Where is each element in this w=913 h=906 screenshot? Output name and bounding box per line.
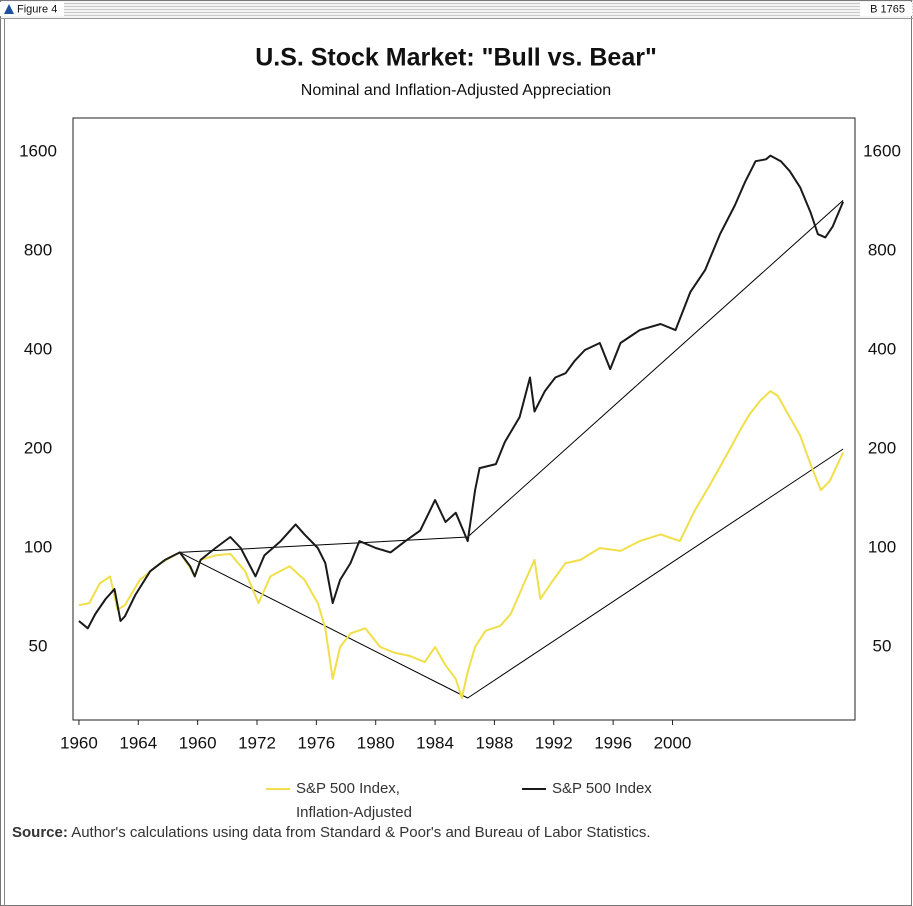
- x-tick-label: 1964: [119, 733, 157, 752]
- y-tick-label: 200: [24, 439, 52, 458]
- y-tick-label: 1600: [19, 141, 57, 160]
- legend-entry: S&P 500 Index, Inflation-Adjusted: [266, 777, 446, 825]
- legend-swatch: [266, 788, 290, 790]
- x-tick-label: 1976: [297, 733, 335, 752]
- plot-area: [72, 117, 856, 721]
- x-tick-label: 1980: [357, 733, 395, 752]
- x-tick-label: 1984: [416, 733, 454, 752]
- x-tick-label: 1992: [535, 733, 573, 752]
- y2-tick-label: 800: [868, 240, 896, 259]
- trend-line: [179, 200, 844, 553]
- series-line: [78, 154, 845, 630]
- y-tick-label: 800: [24, 240, 52, 259]
- x-tick-label: 1960: [60, 733, 98, 752]
- legend-label: S&P 500 Index: [552, 780, 652, 797]
- legend-label: S&P 500 Index, Inflation-Adjusted: [296, 780, 412, 821]
- x-tick-label: 1960: [179, 733, 217, 752]
- trend-line: [179, 448, 844, 699]
- y2-tick-label: 50: [873, 637, 892, 656]
- y2-tick-label: 200: [868, 439, 896, 458]
- icon: [4, 4, 14, 14]
- y2-tick-label: 100: [868, 538, 896, 557]
- title-bar: [0, 0, 913, 18]
- x-tick-label: 1988: [476, 733, 514, 752]
- y2-tick-label: 400: [868, 339, 896, 358]
- series-line: [78, 390, 845, 699]
- y2-tick-label: 1600: [863, 141, 901, 160]
- y-tick-label: 400: [24, 339, 52, 358]
- x-tick-label: 1996: [594, 733, 632, 752]
- code-label: B 1765: [870, 3, 905, 15]
- source-label: Source:: [12, 824, 68, 841]
- x-tick-label: 1972: [238, 733, 276, 752]
- x-tick-label: 2000: [654, 733, 692, 752]
- source-text: Author's calculations using data from St…: [71, 824, 651, 841]
- source-note: Source: Author's calculations using data…: [12, 824, 651, 841]
- y-tick-label: 50: [29, 637, 48, 656]
- chart-title: U.S. Stock Market: "Bull vs. Bear": [255, 44, 657, 72]
- chart-subtitle: Nominal and Inflation-Adjusted Appreciat…: [301, 82, 611, 99]
- legend-entry: S&P 500 Index: [522, 777, 752, 801]
- label-bg: [860, 2, 912, 16]
- figure-label: Figure 4: [17, 3, 57, 15]
- y-tick-label: 100: [24, 538, 52, 557]
- legend-swatch: [522, 788, 546, 790]
- label-bg: [0, 2, 64, 16]
